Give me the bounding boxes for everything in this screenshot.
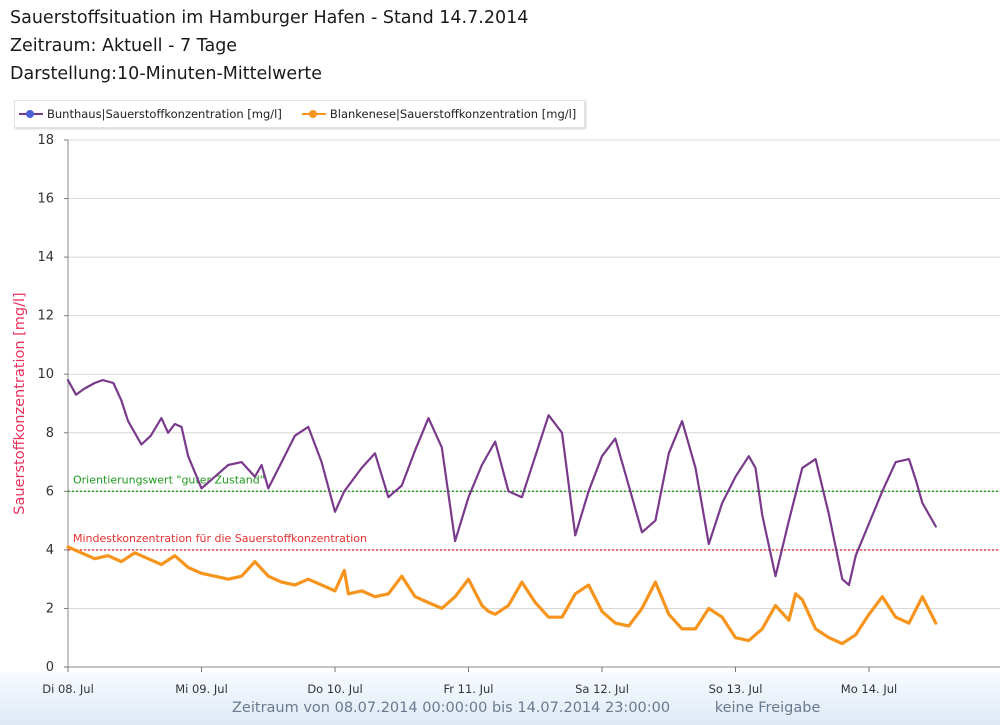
x-tick-label: Di 08. Jul bbox=[42, 682, 94, 696]
reference-line-label-0: Orientierungswert "guter Zustand" bbox=[73, 473, 265, 486]
y-tick-label: 8 bbox=[46, 426, 54, 441]
chart-period: Zeitraum: Aktuell - 7 Tage bbox=[10, 36, 238, 56]
x-tick-label: Fr 11. Jul bbox=[444, 682, 494, 696]
chart-footer: Zeitraum von 08.07.2014 00:00:00 bis 14.… bbox=[232, 700, 860, 716]
footer-band bbox=[0, 672, 1000, 725]
y-tick-label: 0 bbox=[46, 660, 54, 675]
x-tick-label: So 13. Jul bbox=[709, 682, 763, 696]
y-axis-title: Sauerstoffkonzentration [mg/l] bbox=[12, 292, 28, 514]
chart-header: Sauerstoffsituation im Hamburger Hafen -… bbox=[10, 4, 528, 88]
series-line-bunthaus bbox=[66, 379, 937, 587]
y-tick-label: 4 bbox=[46, 543, 54, 558]
footer-range: Zeitraum von 08.07.2014 00:00:00 bis 14.… bbox=[232, 700, 671, 716]
legend-item-blankenese[interactable]: Blankenese|Sauerstoffkonzentration [mg/l… bbox=[301, 107, 577, 121]
chart-title: Sauerstoffsituation im Hamburger Hafen -… bbox=[10, 8, 529, 28]
y-tick-label: 16 bbox=[37, 192, 54, 207]
legend-item-bunthaus[interactable]: Bunthaus|Sauerstoffkonzentration [mg/l] bbox=[19, 107, 282, 121]
legend-label-blankenese: Blankenese|Sauerstoffkonzentration [mg/l… bbox=[329, 107, 577, 121]
footer-status: keine Freigabe bbox=[714, 700, 821, 716]
y-tick-label: 18 bbox=[37, 133, 54, 148]
y-tick-label: 14 bbox=[37, 250, 54, 265]
legend-marker-blankenese bbox=[301, 109, 326, 119]
x-tick-label: Mo 14. Jul bbox=[841, 682, 897, 696]
chart-display-mode: Darstellung:10-Minuten-Mittelwerte bbox=[10, 64, 323, 84]
y-tick-label: 2 bbox=[46, 601, 54, 616]
legend-label-bunthaus: Bunthaus|Sauerstoffkonzentration [mg/l] bbox=[47, 107, 282, 121]
x-tick-label: Sa 12. Jul bbox=[575, 682, 629, 696]
series-line-blankenese bbox=[66, 545, 938, 646]
chart-legend: Bunthaus|Sauerstoffkonzentration [mg/l] … bbox=[14, 100, 586, 128]
y-tick-label: 12 bbox=[37, 309, 54, 324]
reference-line-label-1: Mindestkonzentration für die Sauerstoffk… bbox=[73, 532, 367, 545]
y-tick-label: 10 bbox=[37, 367, 54, 382]
y-tick-label: 6 bbox=[46, 484, 54, 499]
x-tick-label: Do 10. Jul bbox=[307, 682, 362, 696]
x-tick-label: Mi 09. Jul bbox=[175, 682, 228, 696]
legend-marker-bunthaus bbox=[19, 109, 43, 119]
